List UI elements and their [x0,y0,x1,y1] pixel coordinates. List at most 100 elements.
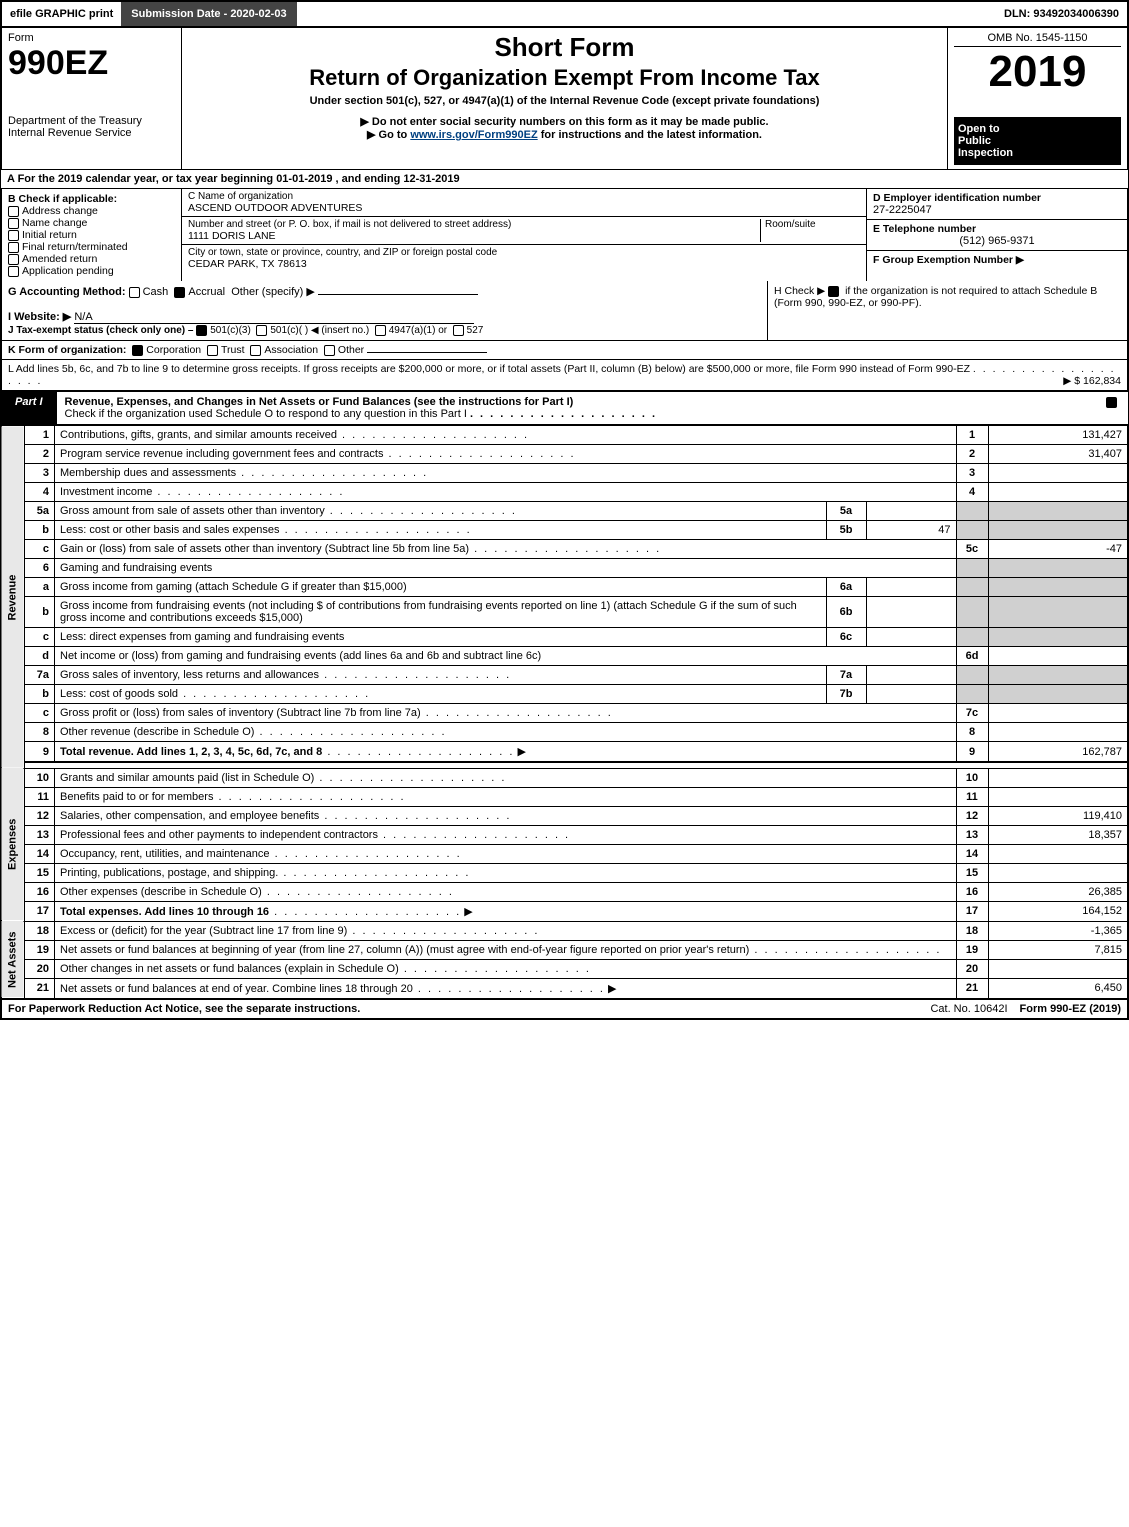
line-20-amount [988,959,1128,978]
shade [956,521,988,540]
g-other-input[interactable] [318,294,478,295]
g-label: G Accounting Method: [8,286,126,298]
section-b: B Check if applicable: Address change Na… [2,189,182,281]
line-16-desc: Other expenses (describe in Schedule O) [60,886,262,898]
line-12-num: 12 [25,806,55,825]
top-bar: efile GRAPHIC print Submission Date - 20… [0,0,1129,28]
line-5c-col: 5c [956,540,988,559]
goto-line: ▶ Go to www.irs.gov/Form990EZ for instru… [188,128,941,141]
arrow-icon [464,906,475,918]
line-1-desc: Contributions, gifts, grants, and simila… [60,429,337,441]
line-12-amount: 119,410 [988,806,1128,825]
tax-year-line: A For the 2019 calendar year, or tax yea… [0,170,1129,189]
h-text3: (Form 990, 990-EZ, or 990-PF). [774,297,922,309]
checkbox-corp[interactable] [132,345,143,356]
line-5b-subval: 47 [866,521,956,540]
checkbox-address-change[interactable] [8,206,19,217]
row-gh: G Accounting Method: Cash Accrual Other … [0,281,1129,341]
form-number: 990EZ [8,44,175,83]
line-16-col: 16 [956,882,988,901]
line-19-col: 19 [956,940,988,959]
checkbox-4947[interactable] [375,325,386,336]
shade [988,597,1128,628]
line-11-num: 11 [25,787,55,806]
line-1-col: 1 [956,426,988,445]
shade [956,578,988,597]
checkbox-h[interactable] [828,286,839,297]
checkbox-501c[interactable] [256,325,267,336]
section-c: C Name of organization ASCEND OUTDOOR AD… [182,189,867,281]
part-i-header: Part I Revenue, Expenses, and Changes in… [0,391,1129,425]
line-15-desc: Printing, publications, postage, and shi… [60,867,278,879]
phone-value: (512) 965-9371 [873,235,1121,247]
line-11-col: 11 [956,787,988,806]
line-2-num: 2 [25,445,55,464]
line-18-desc: Excess or (deficit) for the year (Subtra… [60,925,347,937]
line-3-col: 3 [956,464,988,483]
line-8-amount [988,723,1128,742]
checkbox-schedule-o[interactable] [1106,397,1117,408]
k-o2: Trust [221,344,245,356]
submission-date: Submission Date - 2020-02-03 [121,2,296,26]
c-name-label: C Name of organization [188,191,860,202]
goto-post: for instructions and the latest informat… [541,129,762,141]
checkbox-cash[interactable] [129,287,140,298]
line-14-desc: Occupancy, rent, utilities, and maintena… [60,848,270,860]
line-20-num: 20 [25,959,55,978]
org-name: ASCEND OUTDOOR ADVENTURES [188,202,860,214]
h-text2: if the organization is not required to a… [845,285,1097,297]
k-other-input[interactable] [367,352,487,353]
line-5a-desc: Gross amount from sale of assets other t… [60,505,325,517]
checkbox-amended-return[interactable] [8,254,19,265]
checkbox-final-return[interactable] [8,242,19,253]
line-10-amount [988,768,1128,787]
line-6d-num: d [25,647,55,666]
header-row2: Department of the Treasury Internal Reve… [0,111,1129,170]
line-1-amount: 131,427 [988,426,1128,445]
line-5a-num: 5a [25,502,55,521]
line-4-amount [988,483,1128,502]
line-15-num: 15 [25,863,55,882]
line-7a-num: 7a [25,666,55,685]
section-def: D Employer identification number 27-2225… [867,189,1127,281]
efile-label[interactable]: efile GRAPHIC print [2,4,121,24]
line-11-amount [988,787,1128,806]
part-i-table: Revenue 1 Contributions, gifts, grants, … [0,425,1129,999]
checkbox-501c3[interactable] [196,325,207,336]
dept-label: Department of the Treasury Internal Reve… [2,111,182,169]
line-9-col: 9 [956,742,988,763]
line-15-col: 15 [956,863,988,882]
line-14-num: 14 [25,844,55,863]
line-3-num: 3 [25,464,55,483]
line-7a-sub: 7a [826,666,866,685]
line-21-amount: 6,450 [988,978,1128,998]
shade [956,502,988,521]
ein-value: 27-2225047 [873,204,1121,216]
checkbox-527[interactable] [453,325,464,336]
line-21-num: 21 [25,978,55,998]
checkbox-other-org[interactable] [324,345,335,356]
checkbox-name-change[interactable] [8,218,19,229]
b-opt-1: Name change [22,217,87,229]
checkbox-application-pending[interactable] [8,266,19,277]
line-18-col: 18 [956,921,988,940]
irs-link[interactable]: www.irs.gov/Form990EZ [410,129,537,141]
shade [956,628,988,647]
b-opt-5: Application pending [22,265,114,277]
website-value: N/A [74,311,474,324]
line-7a-desc: Gross sales of inventory, less returns a… [60,669,319,681]
org-street: 1111 DORIS LANE [188,230,760,242]
line-13-desc: Professional fees and other payments to … [60,829,378,841]
checkbox-trust[interactable] [207,345,218,356]
part-i-sub: Check if the organization used Schedule … [65,408,467,420]
b-opt-0: Address change [22,205,98,217]
checkbox-assoc[interactable] [250,345,261,356]
omb-number: OMB No. 1545-1150 [954,32,1121,47]
line-2-desc: Program service revenue including govern… [60,448,383,460]
checkbox-accrual[interactable] [174,287,185,298]
org-city: CEDAR PARK, TX 78613 [188,258,860,270]
revenue-sidebar: Revenue [1,426,25,769]
part-i-tab: Part I [1,392,57,424]
checkbox-initial-return[interactable] [8,230,19,241]
line-3-desc: Membership dues and assessments [60,467,236,479]
